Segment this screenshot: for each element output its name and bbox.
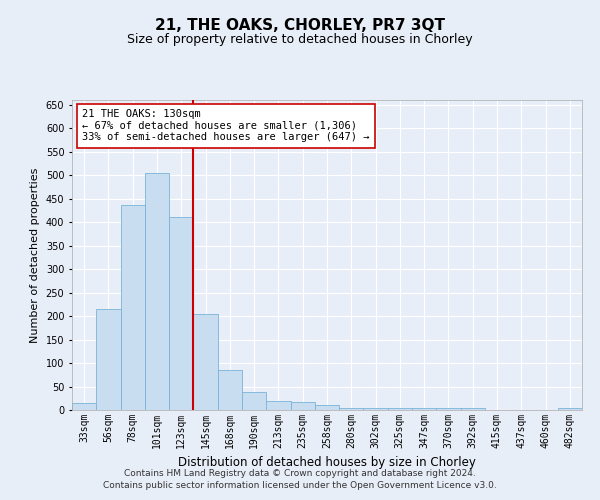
Bar <box>339 408 364 410</box>
Bar <box>242 392 266 410</box>
Y-axis label: Number of detached properties: Number of detached properties <box>30 168 40 342</box>
Text: 21, THE OAKS, CHORLEY, PR7 3QT: 21, THE OAKS, CHORLEY, PR7 3QT <box>155 18 445 32</box>
Bar <box>558 408 582 410</box>
Text: Contains HM Land Registry data © Crown copyright and database right 2024.
Contai: Contains HM Land Registry data © Crown c… <box>103 468 497 490</box>
Bar <box>218 370 242 410</box>
Bar <box>412 408 436 410</box>
Bar <box>436 408 461 410</box>
Bar <box>364 408 388 410</box>
Bar <box>169 218 193 410</box>
Bar <box>121 204 145 410</box>
Bar <box>315 406 339 410</box>
Bar <box>388 408 412 410</box>
Text: Size of property relative to detached houses in Chorley: Size of property relative to detached ho… <box>127 32 473 46</box>
Bar <box>96 309 121 410</box>
Bar <box>290 402 315 410</box>
Bar <box>461 408 485 410</box>
Text: 21 THE OAKS: 130sqm
← 67% of detached houses are smaller (1,306)
33% of semi-det: 21 THE OAKS: 130sqm ← 67% of detached ho… <box>82 110 370 142</box>
Bar <box>145 173 169 410</box>
Bar <box>193 314 218 410</box>
X-axis label: Distribution of detached houses by size in Chorley: Distribution of detached houses by size … <box>178 456 476 469</box>
Bar <box>72 403 96 410</box>
Bar <box>266 400 290 410</box>
